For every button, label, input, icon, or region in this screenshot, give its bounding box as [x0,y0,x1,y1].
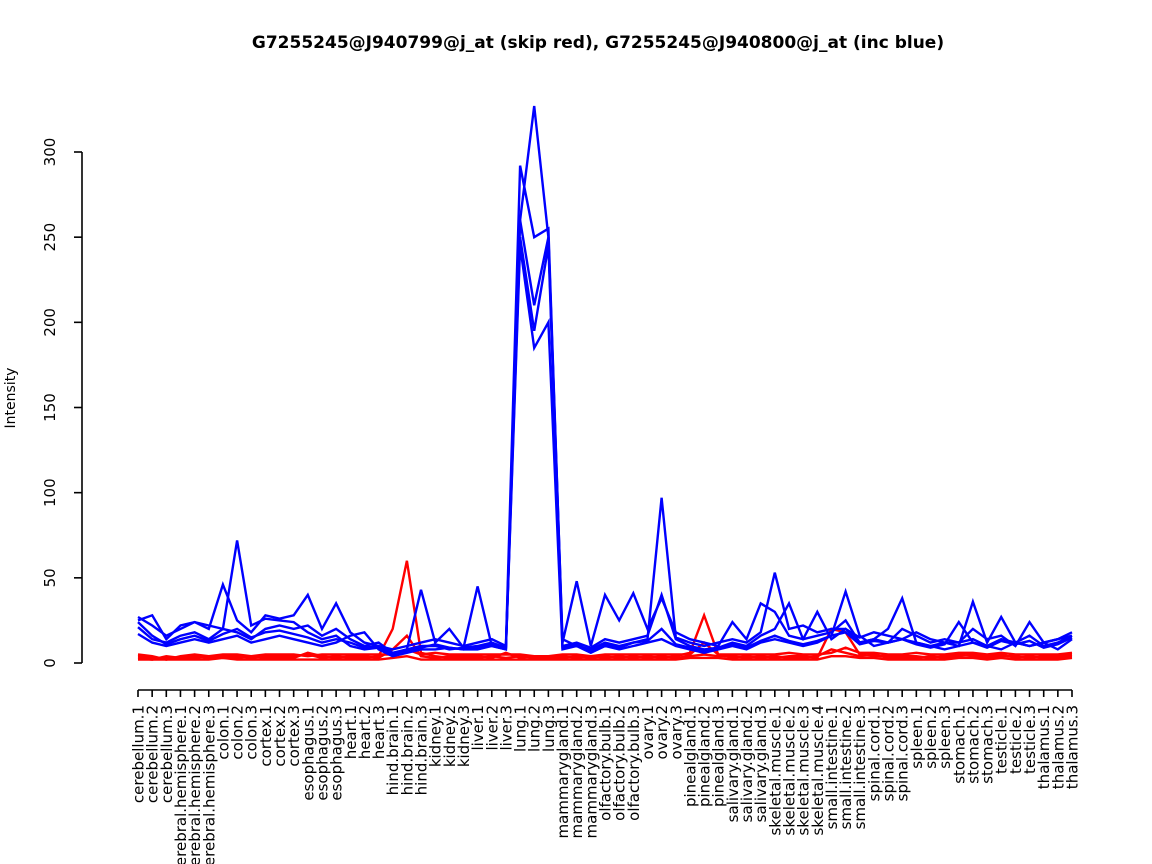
x-tick-label: thalamus.3 [1064,705,1082,789]
series-line [137,560,1073,660]
x-tick-label: salivary.gland.3 [752,705,770,822]
x-tick-label: colon.3 [243,705,261,760]
x-tick-label: testicle.2 [1007,705,1025,774]
x-tick-label: olfactory.bulb.3 [625,705,643,821]
x-tick-label: cerebellum.1 [130,705,148,803]
y-tick-label: 50 [41,568,59,587]
x-tick-label: liver.2 [483,705,501,751]
series-line [137,237,1073,656]
x-tick-label: ovary.2 [653,705,671,759]
x-tick-label: cerebellum.2 [144,705,162,803]
x-tick-label: lung.3 [540,705,558,752]
x-tick-label: esophagus.2 [313,705,331,801]
series-line [137,105,1073,656]
x-tick-label: thalamus.1 [1035,705,1053,789]
x-tick-label: pinealgland.1 [681,705,699,807]
x-tick-label: olfactory.bulb.2 [611,705,629,821]
x-tick-label: skeletal.muscle.3 [795,705,813,836]
x-tick-label: kidney.1 [427,705,445,767]
x-tick-label: cerebral.hemisphere.2 [186,705,204,864]
y-tick-label: 0 [41,658,59,668]
x-tick-label: thalamus.2 [1049,705,1067,789]
x-tick-label: testicle.3 [1021,705,1039,774]
x-tick-label: small.intestine.2 [837,705,855,829]
x-tick-label: cerebral.hemisphere.3 [200,705,218,864]
x-tick-label: olfactory.bulb.1 [597,705,615,821]
x-tick-label: liver.1 [469,705,487,751]
x-tick-label: lung.1 [512,705,530,752]
x-tick-label: spinal.cord.3 [894,705,912,801]
x-tick-label: spleen.2 [922,705,940,769]
x-tick-label: small.intestine.1 [823,705,841,829]
x-tick-label: ovary.1 [639,705,657,759]
x-tick-label: pinealgland.2 [696,705,714,807]
x-tick-label: spinal.cord.1 [865,705,883,801]
x-tick-label: small.intestine.3 [851,705,869,829]
series-line [137,165,1073,651]
x-tick-label: colon.1 [214,705,232,760]
x-tick-label: kidney.2 [441,705,459,767]
x-tick-label: mammarygland.3 [582,705,600,838]
x-tick-label: cortex.1 [257,705,275,767]
y-tick-label: 200 [41,308,59,337]
x-tick-label: stomach.3 [979,705,997,784]
x-tick-label: cortex.3 [285,705,303,767]
x-tick-label: esophagus.1 [299,705,317,801]
x-tick-label: colon.2 [229,705,247,760]
x-tick-label: hind.brain.3 [413,705,431,795]
y-tick-label: 250 [41,223,59,252]
x-tick-label: heart.3 [370,705,388,759]
y-axis-title: Intensity [3,368,19,429]
x-tick-label: salivary.gland.2 [738,705,756,822]
x-tick-label: skeletal.muscle.2 [780,705,798,836]
x-tick-label: skeletal.muscle.4 [809,705,827,836]
x-tick-label: kidney.3 [455,705,473,767]
x-tick-label: pinealgland.3 [710,705,728,807]
x-tick-label: cerebral.hemisphere.1 [172,705,190,864]
x-tick-label: spleen.3 [936,705,954,769]
x-tick-label: heart.1 [342,705,360,759]
x-tick-label: stomach.2 [964,705,982,784]
x-tick-label: mammarygland.2 [568,705,586,838]
x-tick-label: spinal.cord.2 [880,705,898,801]
x-tick-label: mammarygland.1 [554,705,572,838]
x-tick-label: hind.brain.1 [384,705,402,795]
x-tick-label: liver.3 [497,705,515,751]
x-tick-label: heart.2 [356,705,374,759]
x-tick-label: stomach.1 [950,705,968,784]
chart-title: G7255245@J940799@j_at (skip red), G72552… [251,33,945,53]
x-tick-label: spleen.1 [908,705,926,769]
x-tick-label: salivary.gland.1 [724,705,742,822]
x-tick-label: cortex.2 [271,705,289,767]
y-tick-label: 100 [41,478,59,507]
x-tick-label: testicle.1 [993,705,1011,774]
series-line [137,219,1073,655]
y-tick-label: 300 [41,138,59,167]
series-line [137,611,1073,661]
x-tick-label: lung.2 [526,705,544,752]
x-tick-label: ovary.3 [667,705,685,759]
x-tick-label: skeletal.muscle.1 [766,705,784,836]
x-tick-label: hind.brain.2 [398,705,416,795]
series-line [137,245,1073,658]
y-tick-label: 150 [41,393,59,422]
series-line [137,641,1073,661]
x-tick-label: esophagus.3 [328,705,346,801]
x-tick-label: cerebellum.3 [158,705,176,803]
series-line [138,654,1073,661]
